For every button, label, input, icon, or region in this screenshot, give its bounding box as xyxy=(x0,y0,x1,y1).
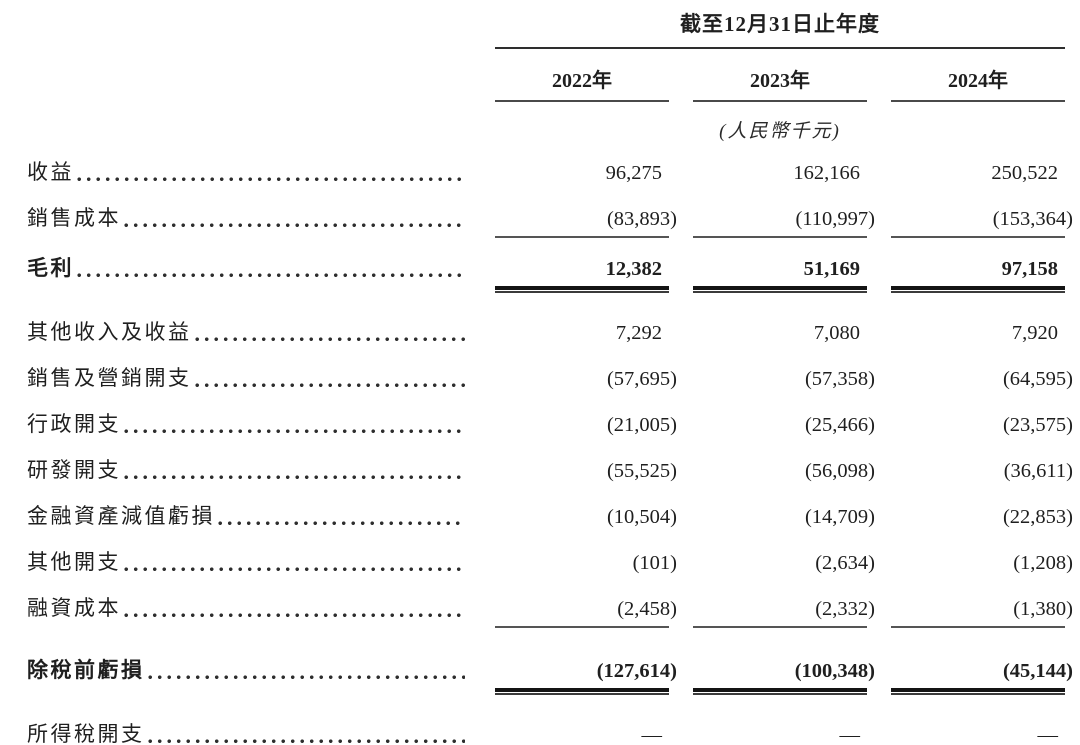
value-2022: (83,893) xyxy=(495,208,677,238)
value-2023: (100,348) xyxy=(693,660,875,695)
value-2022: (10,504) xyxy=(606,506,677,528)
row-label: 其他開支 xyxy=(27,550,121,574)
row-label: 融資成本 xyxy=(27,596,121,620)
row-label: 除稅前虧損 xyxy=(27,658,145,682)
dot-leader xyxy=(124,429,465,434)
row-revenue: 收益 96,275 162,166 250,522 xyxy=(27,156,1065,190)
value-2022: (21,005) xyxy=(606,414,677,436)
row-label: 銷售及營銷開支 xyxy=(27,366,192,390)
row-other-income-and-gains: 其他收入及收益 7,292 7,080 7,920 xyxy=(27,316,1065,350)
row-impairment-losses-financial-assets: 金融資產減值虧損 (10,504) (14,709) (22,853) xyxy=(27,500,1073,534)
value-2024: 250,522 xyxy=(991,162,1058,184)
row-label: 所得稅開支 xyxy=(27,722,145,745)
value-2024: (153,364) xyxy=(891,208,1073,238)
row-finance-costs: 融資成本 (2,458) (2,332) (1,380) xyxy=(27,592,1073,628)
value-2022: 12,382 xyxy=(495,258,669,293)
value-2024: (64,595) xyxy=(1002,368,1073,390)
value-2024: (23,575) xyxy=(1002,414,1073,436)
dot-leader xyxy=(77,177,465,182)
row-loss-before-tax: 除稅前虧損 (127,614) (100,348) (45,144) xyxy=(27,654,1073,695)
row-label: 研發開支 xyxy=(27,458,121,482)
value-2022: — xyxy=(641,724,663,745)
value-2024: (45,144) xyxy=(891,660,1073,695)
dot-leader xyxy=(124,475,465,480)
row-label: 銷售成本 xyxy=(27,206,121,230)
row-label: 毛利 xyxy=(27,256,74,280)
dot-leader xyxy=(147,675,465,680)
value-2022: (127,614) xyxy=(495,660,677,695)
value-2024: (1,380) xyxy=(891,598,1073,628)
dot-leader xyxy=(218,521,465,526)
year-header-2022: 2022年 xyxy=(495,64,669,102)
row-selling-marketing-expenses: 銷售及營銷開支 (57,695) (57,358) (64,595) xyxy=(27,362,1073,396)
row-income-tax-expense: 所得稅開支 — — — xyxy=(27,718,1065,745)
row-administrative-expenses: 行政開支 (21,005) (25,466) (23,575) xyxy=(27,408,1073,442)
value-2023: (2,332) xyxy=(693,598,875,628)
period-header-row: 截至12月31日止年度 xyxy=(27,8,1065,49)
value-2023: (2,634) xyxy=(815,552,875,574)
value-2023: 162,166 xyxy=(793,162,860,184)
value-2022: (101) xyxy=(632,552,677,574)
row-gross-profit: 毛利 12,382 51,169 97,158 xyxy=(27,252,1065,293)
value-2024: 7,920 xyxy=(1011,322,1058,344)
value-2024: (36,611) xyxy=(1003,460,1073,482)
row-label: 行政開支 xyxy=(27,412,121,436)
dot-leader xyxy=(147,739,465,744)
value-2022: (57,695) xyxy=(606,368,677,390)
year-header-2024: 2024年 xyxy=(891,64,1065,102)
row-label: 其他收入及收益 xyxy=(27,320,192,344)
value-2023: (57,358) xyxy=(804,368,875,390)
value-2023: (25,466) xyxy=(804,414,875,436)
dot-leader xyxy=(124,223,465,228)
row-label: 收益 xyxy=(27,160,74,184)
dot-leader xyxy=(124,567,465,572)
value-2023: 51,169 xyxy=(693,258,867,293)
row-other-expenses: 其他開支 (101) (2,634) (1,208) xyxy=(27,546,1073,580)
value-2024: (22,853) xyxy=(1002,506,1073,528)
value-2024: 97,158 xyxy=(891,258,1065,293)
value-2022: 96,275 xyxy=(605,162,662,184)
row-label: 金融資產減值虧損 xyxy=(27,504,215,528)
dot-leader xyxy=(194,337,465,342)
value-2022: (2,458) xyxy=(495,598,677,628)
row-rd-expenses: 研發開支 (55,525) (56,098) (36,611) xyxy=(27,454,1073,488)
dot-leader xyxy=(124,613,465,618)
currency-unit-note: (人民幣千元) xyxy=(719,121,841,142)
value-2023: (14,709) xyxy=(804,506,875,528)
unit-note-row: (人民幣千元) xyxy=(27,116,1065,143)
row-cost-of-sales: 銷售成本 (83,893) (110,997) (153,364) xyxy=(27,202,1073,238)
year-header-2023: 2023年 xyxy=(693,64,867,102)
value-2023: (110,997) xyxy=(693,208,875,238)
period-title: 截至12月31日止年度 xyxy=(495,8,1065,49)
year-header-row: 2022年 2023年 2024年 xyxy=(27,64,1065,102)
dot-leader xyxy=(77,273,465,278)
value-2024: — xyxy=(1037,724,1059,745)
value-2022: (55,525) xyxy=(606,460,677,482)
value-2023: — xyxy=(839,724,861,745)
value-2022: 7,292 xyxy=(615,322,662,344)
value-2023: 7,080 xyxy=(813,322,860,344)
value-2023: (56,098) xyxy=(804,460,875,482)
dot-leader xyxy=(194,383,465,388)
value-2024: (1,208) xyxy=(1013,552,1073,574)
